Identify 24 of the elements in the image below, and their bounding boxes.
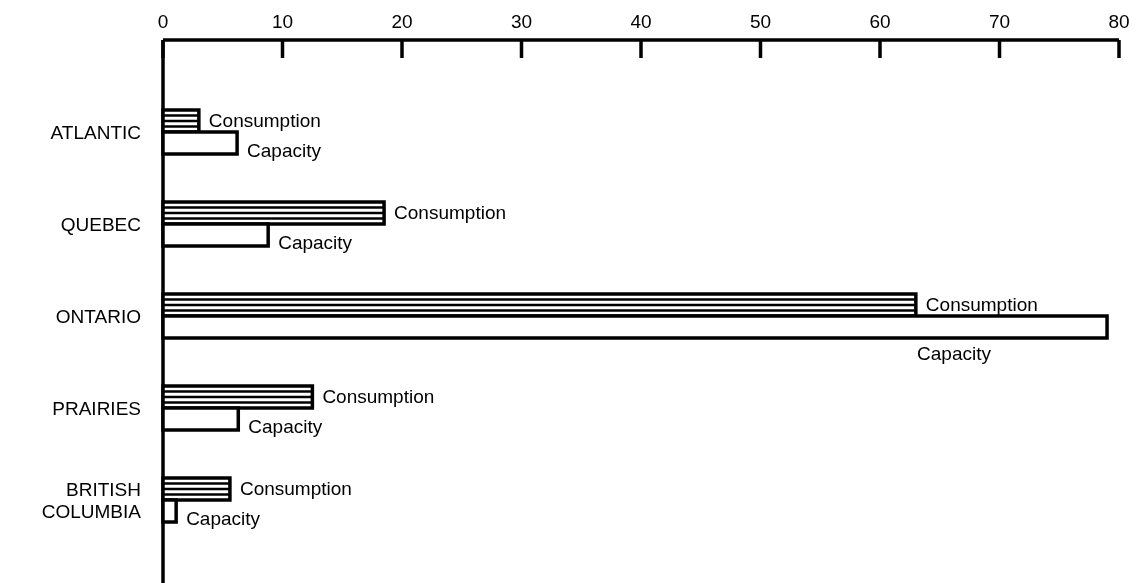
y-tick-label: QUEBEC bbox=[60, 214, 141, 235]
series-label: Capacity bbox=[917, 343, 992, 364]
text: Capacity bbox=[247, 140, 322, 161]
x-tick-label: 70 bbox=[988, 11, 1011, 32]
y-tick-label: ONTARIO bbox=[55, 306, 141, 327]
x-tick-label: 10 bbox=[271, 11, 294, 32]
y-tick-label: ATLANTIC bbox=[50, 122, 141, 143]
text: Consumption bbox=[394, 202, 507, 223]
y-tick-label: BRITISH COLUMBIA bbox=[41, 479, 142, 522]
x-tick-label: 30 bbox=[510, 11, 533, 32]
text: Capacity bbox=[248, 416, 323, 437]
text: Consumption bbox=[925, 294, 1038, 315]
x-tick-label: 50 bbox=[749, 11, 772, 32]
text: Consumption bbox=[322, 386, 435, 407]
text: Capacity bbox=[278, 232, 353, 253]
text: Capacity bbox=[186, 508, 261, 529]
x-tick-label: 0 bbox=[157, 11, 169, 32]
legend-label: Consumption bbox=[208, 110, 321, 131]
text: Consumption bbox=[239, 478, 352, 499]
x-tick-label: 60 bbox=[869, 11, 891, 32]
y-tick-label: PRAIRIES bbox=[52, 398, 141, 419]
x-tick-label: 40 bbox=[630, 11, 652, 32]
x-tick-label: 20 bbox=[391, 11, 413, 32]
x-tick-label: 80 bbox=[1108, 11, 1130, 32]
